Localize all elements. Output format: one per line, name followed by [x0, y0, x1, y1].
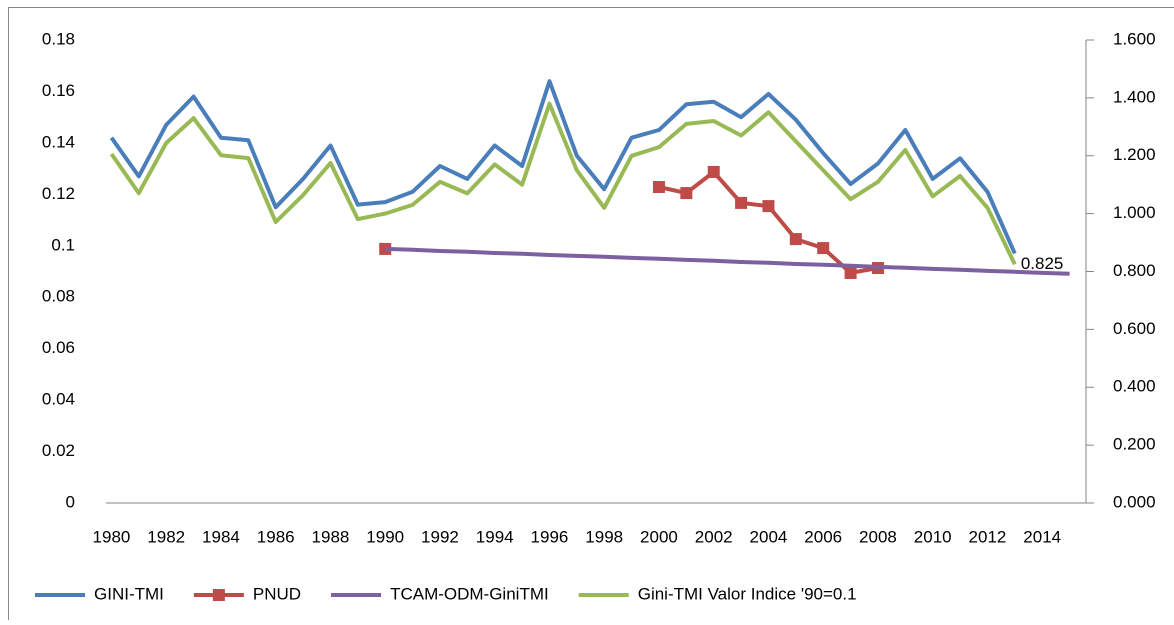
y2-tick-label: 0.800	[1113, 261, 1156, 280]
x-tick-label: 1990	[366, 527, 404, 546]
x-tick-label: 2002	[695, 527, 733, 546]
x-tick-label: 2008	[859, 527, 897, 546]
y2-tick-label: 1.400	[1113, 87, 1156, 106]
data-label: 0.825	[1021, 254, 1064, 273]
y-tick-label: 0.16	[42, 81, 75, 100]
x-tick-label: 2012	[969, 527, 1007, 546]
y-tick-label: 0.18	[42, 29, 75, 48]
series-line	[112, 81, 1015, 253]
x-tick-label: 1988	[312, 527, 350, 546]
legend-label: GINI-TMI	[94, 584, 164, 603]
y2-tick-label: 0.600	[1113, 319, 1156, 338]
x-tick-label: 2010	[914, 527, 952, 546]
x-tick-label: 2014	[1023, 527, 1061, 546]
y-tick-label: 0	[66, 492, 75, 511]
x-tick-label: 1998	[585, 527, 623, 546]
x-tick-label: 2004	[750, 527, 788, 546]
y-tick-label: 0.12	[42, 184, 75, 203]
y-tick-label: 0.02	[42, 441, 75, 460]
series-marker	[735, 197, 747, 209]
x-tick-label: 1996	[531, 527, 569, 546]
y2-tick-label: 1.600	[1113, 29, 1156, 48]
series-marker	[708, 166, 720, 178]
series-line	[112, 104, 1015, 265]
x-tick-label: 2000	[640, 527, 678, 546]
x-tick-label: 2006	[804, 527, 842, 546]
y2-tick-label: 0.000	[1113, 492, 1156, 511]
series-marker	[653, 181, 665, 193]
y2-tick-label: 0.400	[1113, 377, 1156, 396]
legend-label: PNUD	[253, 584, 301, 603]
y2-tick-label: 1.000	[1113, 203, 1156, 222]
series-marker	[790, 233, 802, 245]
legend-label: Gini-TMI Valor Indice '90=0.1	[638, 584, 857, 603]
x-tick-label: 1980	[93, 527, 131, 546]
y-tick-label: 0.06	[42, 338, 75, 357]
y-tick-label: 0.04	[42, 390, 75, 409]
y-tick-label: 0.1	[51, 235, 75, 254]
series-marker	[762, 200, 774, 212]
y-tick-label: 0.14	[42, 132, 75, 151]
series-marker	[845, 267, 857, 279]
series-marker	[817, 242, 829, 254]
y2-tick-label: 0.200	[1113, 435, 1156, 454]
x-tick-label: 1994	[476, 527, 514, 546]
x-tick-label: 1992	[421, 527, 459, 546]
x-tick-label: 1986	[257, 527, 295, 546]
series-marker	[680, 187, 692, 199]
x-tick-label: 1982	[147, 527, 185, 546]
y2-tick-label: 1.200	[1113, 145, 1156, 164]
series-line	[385, 249, 1069, 274]
legend-label: TCAM-ODM-GiniTMI	[390, 584, 549, 603]
y-tick-label: 0.08	[42, 287, 75, 306]
legend-marker	[213, 589, 225, 601]
x-tick-label: 1984	[202, 527, 240, 546]
